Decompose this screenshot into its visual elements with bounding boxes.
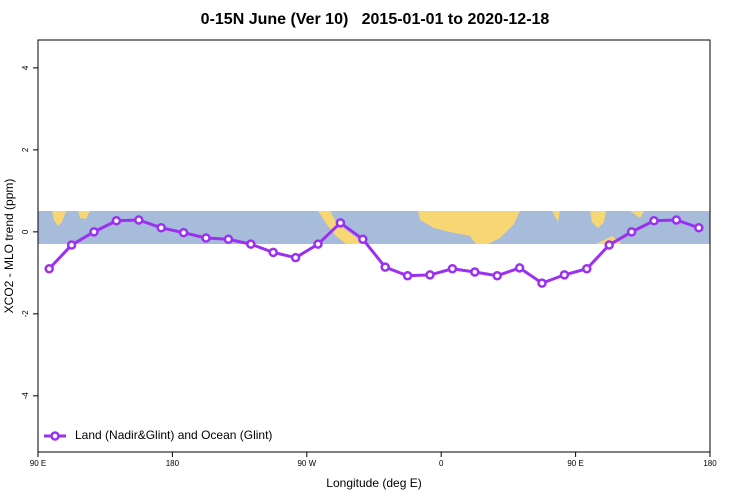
point bbox=[178, 227, 189, 238]
point bbox=[380, 262, 390, 272]
point bbox=[358, 234, 368, 244]
point bbox=[649, 216, 659, 226]
x-axis-label: Longitude (deg E) bbox=[326, 476, 421, 490]
land bbox=[552, 211, 644, 244]
point bbox=[559, 270, 570, 280]
point bbox=[425, 270, 435, 280]
point bbox=[134, 215, 144, 225]
y-tick-label: -4 bbox=[21, 392, 30, 400]
x-tick-label: 90 W bbox=[297, 459, 316, 468]
chart-title: 0-15N June (Ver 10) 2015-01-01 to 2020-1… bbox=[201, 11, 550, 28]
point bbox=[66, 240, 77, 250]
point bbox=[44, 264, 54, 274]
legend-marker bbox=[50, 431, 60, 441]
point bbox=[313, 239, 323, 249]
map-band bbox=[38, 211, 710, 244]
y-tick-label: 0 bbox=[21, 229, 30, 234]
point bbox=[671, 215, 682, 225]
x-tick-label: 180 bbox=[703, 459, 717, 468]
x-tick-label: 180 bbox=[166, 459, 180, 468]
y-tick-label: 4 bbox=[21, 65, 30, 70]
point bbox=[246, 239, 256, 249]
plot-frame bbox=[37, 39, 711, 453]
y-axis-label: XCO2 - MLO trend (ppm) bbox=[2, 179, 16, 314]
point bbox=[156, 223, 166, 233]
point bbox=[268, 247, 278, 258]
point bbox=[604, 240, 614, 250]
y-tick-label: 2 bbox=[21, 147, 30, 152]
point bbox=[470, 267, 480, 277]
point bbox=[290, 252, 301, 263]
point bbox=[447, 264, 458, 274]
point bbox=[335, 218, 346, 228]
point bbox=[514, 263, 525, 273]
land bbox=[52, 211, 90, 226]
point bbox=[582, 264, 592, 274]
x-tick-label: 0 bbox=[439, 459, 444, 468]
point bbox=[201, 233, 211, 243]
land bbox=[418, 211, 520, 244]
legend-label: Land (Nadir&Glint) and Ocean (Glint) bbox=[75, 428, 272, 442]
point bbox=[626, 227, 637, 237]
point bbox=[537, 278, 547, 288]
point bbox=[492, 270, 502, 281]
point bbox=[402, 270, 413, 281]
point bbox=[694, 223, 704, 233]
x-tick-label: 90 E bbox=[567, 459, 583, 468]
point bbox=[111, 216, 122, 226]
point bbox=[223, 234, 234, 244]
y-tick-label: -2 bbox=[21, 310, 30, 318]
point bbox=[89, 227, 99, 237]
x-tick-label: 90 E bbox=[30, 459, 46, 468]
